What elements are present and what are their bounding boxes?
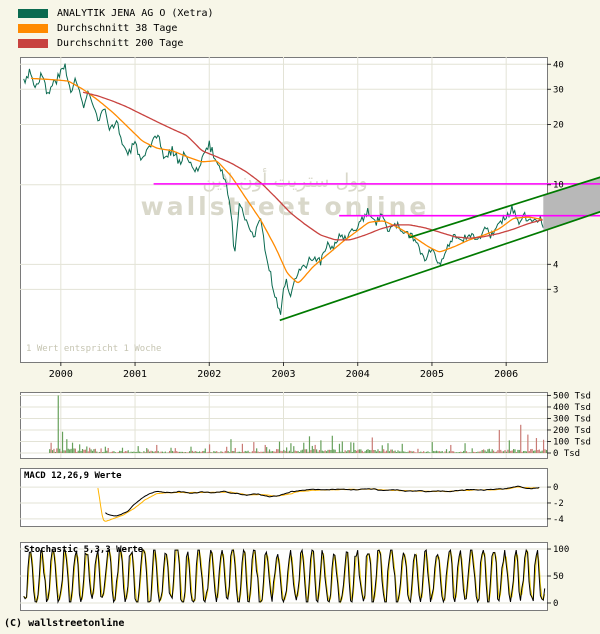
svg-text:2000: 2000 (49, 369, 73, 380)
scale-note: 1 Wert entspricht 1 Woche (26, 344, 162, 354)
svg-text:40: 40 (553, 60, 564, 70)
svg-text:500 Tsd: 500 Tsd (553, 391, 591, 401)
svg-text:0 Tsd: 0 Tsd (553, 449, 580, 459)
macd-title: MACD 12,26,9 Werte (24, 471, 122, 481)
ma38-series-label: Durchschnitt 38 Tage (57, 23, 178, 34)
svg-text:100 Tsd: 100 Tsd (553, 437, 591, 447)
ma200-series-swatch (18, 39, 48, 48)
svg-text:0: 0 (553, 483, 558, 493)
price-series-label: ANALYTIK JENA AG O (Xetra) (57, 8, 214, 19)
svg-text:30: 30 (553, 85, 564, 95)
svg-text:100: 100 (553, 545, 569, 555)
svg-text:50: 50 (553, 572, 564, 582)
svg-text:2002: 2002 (197, 369, 221, 380)
svg-text:2003: 2003 (271, 369, 295, 380)
watermark: وول ستريت أون لاين wallstreet online (60, 170, 510, 221)
stochastic-title: Stochastic 5,3,3 Werte (24, 545, 144, 555)
svg-text:400 Tsd: 400 Tsd (553, 403, 591, 413)
svg-text:3: 3 (553, 285, 558, 295)
price-series-swatch (18, 9, 48, 18)
watermark-arabic: وول ستريت أون لاين (202, 170, 368, 192)
svg-text:-2: -2 (553, 499, 564, 509)
svg-text:20: 20 (553, 121, 564, 131)
volume-panel (20, 392, 548, 459)
svg-text:-4: -4 (553, 515, 564, 525)
svg-text:2005: 2005 (420, 369, 444, 380)
svg-text:300 Tsd: 300 Tsd (553, 414, 591, 424)
svg-text:200 Tsd: 200 Tsd (553, 426, 591, 436)
legend-item-ma200: Durchschnitt 200 Tage (18, 36, 214, 51)
legend-item-ma38: Durchschnitt 38 Tage (18, 21, 214, 36)
legend-item-price: ANALYTIK JENA AG O (Xetra) (18, 6, 214, 21)
ma200-series-label: Durchschnitt 200 Tage (57, 38, 184, 49)
svg-text:2001: 2001 (123, 369, 147, 380)
copyright: (C) wallstreetonline (4, 618, 125, 629)
ma38-series-swatch (18, 24, 48, 33)
legend: ANALYTIK JENA AG O (Xetra) Durchschnitt … (18, 6, 214, 51)
svg-text:4: 4 (553, 260, 558, 270)
svg-text:0: 0 (553, 599, 558, 609)
svg-text:2004: 2004 (346, 369, 370, 380)
watermark-brand: wallstreet online (140, 192, 430, 221)
svg-text:2006: 2006 (494, 369, 518, 380)
svg-text:10: 10 (553, 181, 564, 191)
